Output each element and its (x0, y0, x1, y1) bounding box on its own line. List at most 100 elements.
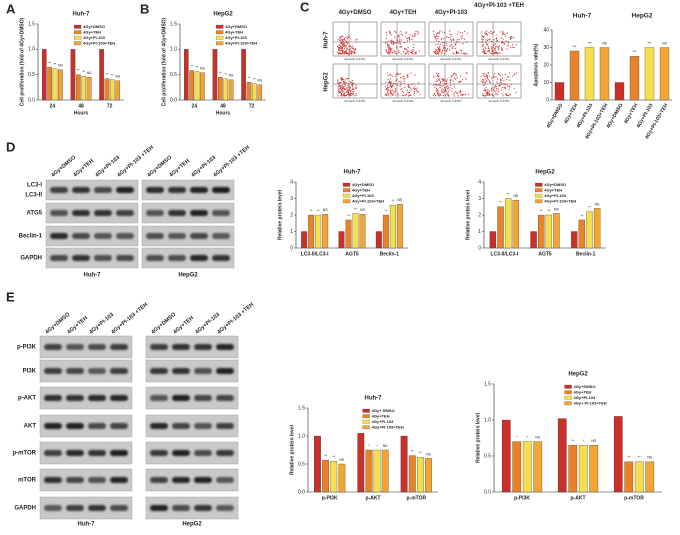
legend-swatch (342, 188, 351, 193)
y-tick-label: 0.0 (28, 97, 35, 103)
flow-dot (443, 37, 445, 40)
flow-dot (453, 95, 455, 97)
flow-dot (400, 39, 402, 41)
flow-dot (356, 38, 358, 40)
flow-dot (445, 80, 448, 82)
flow-dot (346, 47, 348, 49)
flow-dot (340, 90, 342, 92)
flow-dot (408, 91, 411, 94)
flow-dot (509, 86, 511, 88)
y-tick-label: 30 (543, 45, 549, 51)
flow-dot (505, 40, 507, 42)
flow-x-label: Annexin V-FITC (488, 99, 510, 103)
flow-dot (481, 36, 483, 38)
row-label: p-AKT (18, 396, 36, 402)
blot-strip (141, 247, 235, 269)
legend-swatch (362, 425, 370, 430)
flow-dot (435, 36, 437, 38)
flow-dot (494, 49, 496, 52)
flow-dot (489, 82, 492, 84)
flow-dot (410, 94, 412, 96)
flow-dot (343, 39, 346, 41)
flow-dot (339, 39, 341, 41)
significance-label: * (376, 444, 378, 448)
flow-dot (338, 88, 340, 90)
flow-dot (433, 51, 435, 53)
flow-dot (392, 42, 395, 44)
significance-label: NS (591, 439, 597, 443)
flow-dot (387, 91, 389, 93)
flow-dot (485, 92, 487, 94)
legend-swatch (342, 182, 351, 187)
flow-dot (505, 35, 507, 37)
blot-band (168, 187, 186, 193)
flow-dot (482, 36, 485, 38)
flow-dot (349, 48, 352, 50)
significance-label: ** (310, 209, 313, 213)
legend-label: 4Gy+TEH (372, 414, 390, 419)
flow-dot (355, 39, 357, 41)
y-tick-label: 0.5 (298, 461, 305, 467)
flow-dot (449, 81, 451, 84)
blot-band (194, 344, 212, 350)
flow-dot (437, 43, 439, 45)
significance-label: ** (82, 70, 85, 74)
flow-dot (412, 51, 414, 53)
flow-dot (417, 90, 419, 93)
x-tick-label: p-AKT (366, 495, 381, 501)
flow-dot (450, 40, 453, 42)
flow-dot (487, 46, 490, 48)
flow-dot (508, 95, 510, 97)
flow-dot (504, 73, 507, 75)
flow-dot (397, 36, 399, 38)
flow-dot (407, 53, 409, 55)
flow-dot (352, 88, 355, 90)
bar (338, 231, 345, 249)
flow-dot (453, 92, 456, 94)
flow-dot (483, 89, 485, 91)
bar (571, 231, 578, 249)
flow-dot (343, 82, 345, 84)
flow-dot (501, 74, 504, 76)
blot-band (168, 210, 186, 216)
flow-dot (506, 79, 508, 81)
flow-dot (484, 48, 487, 50)
blot-band (150, 505, 168, 511)
x-axis-label: Hours (216, 110, 231, 116)
flow-dot (452, 52, 454, 54)
flow-dot (394, 30, 396, 32)
significance-label: ** (77, 69, 80, 73)
flow-dot (436, 40, 438, 42)
flow-dot (434, 52, 436, 54)
blot-strip (39, 441, 133, 465)
flow-x-label: Annexin V-FITC (392, 99, 414, 103)
blot-band (50, 187, 68, 193)
flow-dot (459, 75, 462, 77)
bar (512, 199, 519, 249)
flow-dot (344, 46, 346, 48)
flow-dot (435, 49, 438, 51)
flow-dot (340, 79, 343, 81)
blot-band (110, 368, 128, 374)
flow-dot (510, 37, 512, 39)
flow-dot (480, 75, 482, 77)
flow-dot (355, 87, 358, 89)
significance-label: *** (632, 50, 637, 54)
flow-dot (390, 40, 392, 42)
bar (522, 441, 532, 493)
x-tick-label: p-AKT (571, 495, 586, 501)
row-label: GAPDH (20, 256, 42, 262)
bar (497, 206, 504, 249)
y-tick-label: 1 (290, 229, 293, 235)
legend-swatch (535, 182, 543, 187)
significance-label: ** (638, 456, 641, 460)
flow-dot (502, 38, 504, 40)
flow-dot (408, 39, 411, 41)
blot-band (194, 395, 212, 401)
cell-label: Huh-7 (84, 273, 102, 279)
flow-dot (451, 48, 454, 50)
bar (568, 445, 578, 493)
blot-strip (39, 386, 133, 410)
flow-dot (389, 53, 391, 55)
